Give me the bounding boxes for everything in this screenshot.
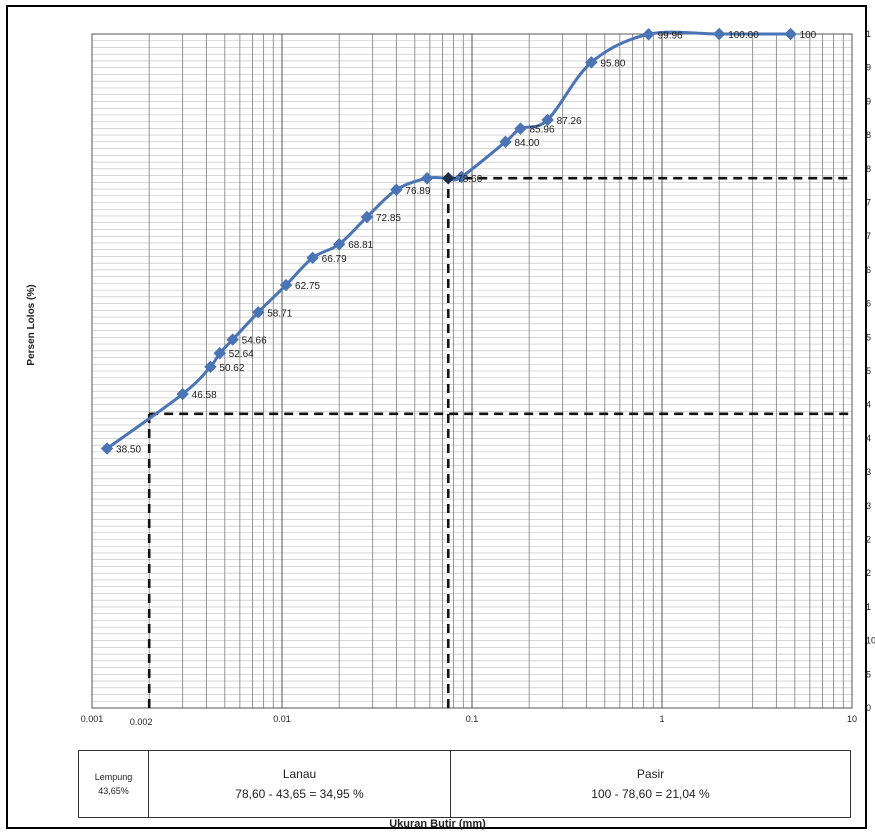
data-label: 76.89 [405, 186, 430, 197]
data-label: 87.26 [557, 116, 582, 127]
data-point [279, 278, 293, 292]
data-label: 66.79 [322, 254, 347, 265]
y-tick-label: 2 [866, 535, 871, 545]
data-point [442, 172, 455, 185]
data-label: 52.64 [229, 349, 254, 360]
series-markers [100, 27, 797, 455]
cell-pasir: Pasir 100 - 78,60 = 21,04 % [451, 751, 850, 817]
data-point [712, 27, 726, 41]
data-point [213, 346, 226, 360]
x-tick-label: 1 [659, 714, 664, 724]
data-label: 100.00 [728, 30, 759, 41]
cell-lempung: Lempung 43,65% [79, 751, 149, 817]
pasir-label: Pasir [636, 767, 665, 781]
x-tick-label: 0.001 [81, 714, 104, 724]
data-label: 78.60 [457, 174, 482, 185]
data-point [455, 170, 468, 184]
data-point [784, 27, 797, 41]
data-label: 72.85 [376, 213, 401, 224]
lanau-label: Lanau [282, 767, 317, 781]
y-tick-label: 5 [866, 669, 871, 679]
y-tick-label: 8 [866, 130, 871, 140]
data-label: 84.00 [514, 138, 539, 149]
data-point [306, 251, 319, 265]
x-axis-label: Ukuran Butir (mm) [389, 818, 486, 830]
y-tick-label: 6 [866, 299, 871, 309]
data-label: 62.75 [295, 281, 320, 292]
y-tick-label: 9 [866, 63, 871, 73]
y-tick-label: 3 [866, 467, 871, 477]
y-tick-label: 6 [866, 265, 871, 275]
data-label: 68.81 [348, 240, 373, 251]
data-point [204, 360, 217, 374]
data-point [360, 210, 374, 224]
x-tick-label: 0.1 [466, 714, 479, 724]
data-label: 50.62 [219, 363, 244, 374]
data-point [390, 183, 403, 196]
y-tick-label: 5 [866, 366, 871, 376]
data-point [252, 306, 265, 319]
y-tick-label: 2 [866, 568, 871, 578]
y-tick-label: 9 [866, 96, 871, 106]
data-label: 99.96 [658, 30, 683, 41]
y-axis-ticks: 0 5 10 1 2 2 3 3 4 4 5 5 6 6 7 7 8 8 9 9 1 [866, 29, 875, 713]
y-tick-label: 0 [866, 703, 871, 713]
data-label: 58.71 [267, 308, 292, 319]
figure-frame [6, 5, 867, 829]
lempung-value: 43,65% [98, 786, 129, 796]
lanau-value: 78,60 - 43,65 = 34,95 % [235, 787, 364, 801]
data-label: 46.58 [192, 390, 217, 401]
data-point [100, 442, 114, 455]
lempung-label: Lempung [94, 772, 133, 782]
y-tick-label: 7 [866, 231, 871, 241]
data-label: 100 [800, 30, 817, 41]
data-label: 54.66 [242, 336, 267, 347]
x-tick-label: 0.01 [273, 714, 291, 724]
y-tick-label: 4 [866, 400, 871, 410]
cell-lanau: Lanau 78,60 - 43,65 = 34,95 % [149, 751, 451, 817]
x-axis-ticks: 0.001 0.002 0.01 0.1 1 10 [81, 714, 857, 727]
data-point [176, 387, 189, 401]
y-axis-label: Persen Lolos (%) [26, 284, 37, 365]
data-point [514, 122, 527, 135]
data-label: 95.80 [600, 58, 625, 69]
plot-area [91, 33, 853, 709]
data-label: 38.50 [116, 445, 141, 456]
data-point [420, 172, 434, 185]
soil-classification-table: Lempung 43,65% Lanau 78,60 - 43,65 = 34,… [78, 750, 851, 818]
data-point [499, 135, 512, 149]
y-tick-label: 1 [866, 29, 871, 39]
reference-lines [147, 176, 852, 708]
pasir-value: 100 - 78,60 = 21,04 % [591, 787, 710, 801]
data-point [226, 333, 239, 346]
data-labels: 38.50 46.58 50.62 52.64 54.66 58.71 62.75 66.79… [116, 30, 817, 456]
data-point [332, 238, 346, 251]
y-tick-label: 5 [866, 332, 871, 342]
y-tick-label: 3 [866, 501, 871, 511]
data-point [541, 113, 554, 127]
y-tick-label: 4 [866, 433, 871, 443]
y-tick-label: 7 [866, 198, 871, 208]
x-tick-label: 0.002 [130, 717, 153, 727]
data-label: 85.96 [530, 125, 555, 136]
data-point [642, 28, 655, 41]
y-tick-label: 8 [866, 164, 871, 174]
x-tick-label: 10 [847, 714, 857, 724]
y-tick-label: 10 [866, 636, 875, 646]
y-tick-label: 1 [866, 602, 871, 612]
data-point [585, 56, 598, 69]
